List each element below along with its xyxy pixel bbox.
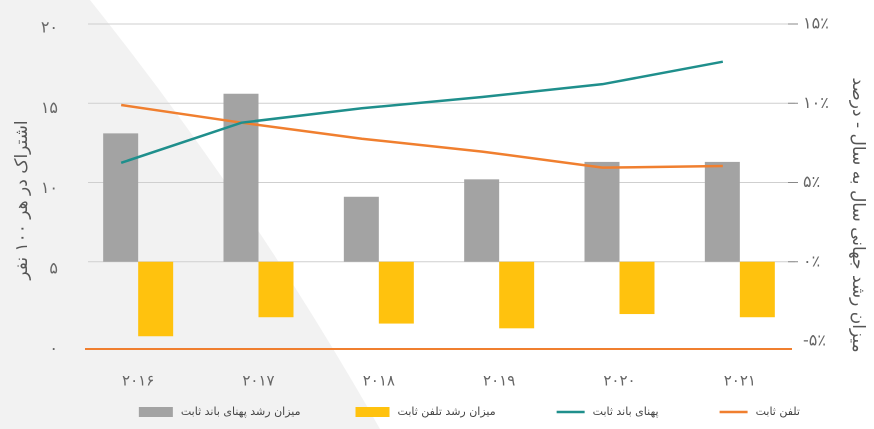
bar [378,261,414,324]
y2-tick-label: ۰٪ [803,251,820,270]
bar [138,261,174,337]
x-tick-label: ۲۰۱۶ [122,372,154,390]
y2-tick-label: ۵٪ [803,172,820,191]
y2-axis-label: میزان رشد جهانی سال به سال - درصد [848,77,868,352]
bar [619,261,655,315]
x-tick-label: ۲۰۱۸ [363,372,395,390]
bar [343,196,379,262]
x-tick-label: ۲۰۲۱ [724,372,756,390]
y-axis-label: اشتراک در هر ۱۰۰ نفر [12,120,32,280]
legend-label: پهنای باند ثابت [593,405,659,418]
legend-swatch [355,407,390,417]
legend-label: تلفن ثابت [756,405,800,418]
y-tick-label: ۱۵ [41,98,58,117]
bar [464,179,500,262]
y2-tick-label: ۱۰٪ [803,93,829,112]
y2-tick-label: ۱۵٪ [803,14,829,33]
bar [704,161,740,262]
y-tick-label: ۵ [49,258,58,277]
bar [739,261,775,318]
background-shape [0,0,380,429]
y-tick-label: ۱۰ [41,178,58,197]
x-tick-label: ۲۰۱۷ [242,372,274,390]
x-tick-label: ۲۰۲۰ [603,372,635,390]
line [120,103,723,169]
x-tick-label: ۲۰۱۹ [483,372,515,390]
bar [258,261,294,318]
legend-label: میزان رشد تلفن ثابت [398,405,496,418]
bar [223,93,259,262]
y2-tick-label: -۵٪ [803,331,826,350]
legend-label: میزان رشد پهنای باند ثابت [181,405,301,418]
bar [103,133,139,262]
bar [584,161,620,262]
bar [499,261,535,329]
legend-swatch [138,407,173,417]
y-tick-label: ۰ [49,339,58,358]
line [120,60,724,165]
y-tick-label: ۲۰ [41,18,58,37]
